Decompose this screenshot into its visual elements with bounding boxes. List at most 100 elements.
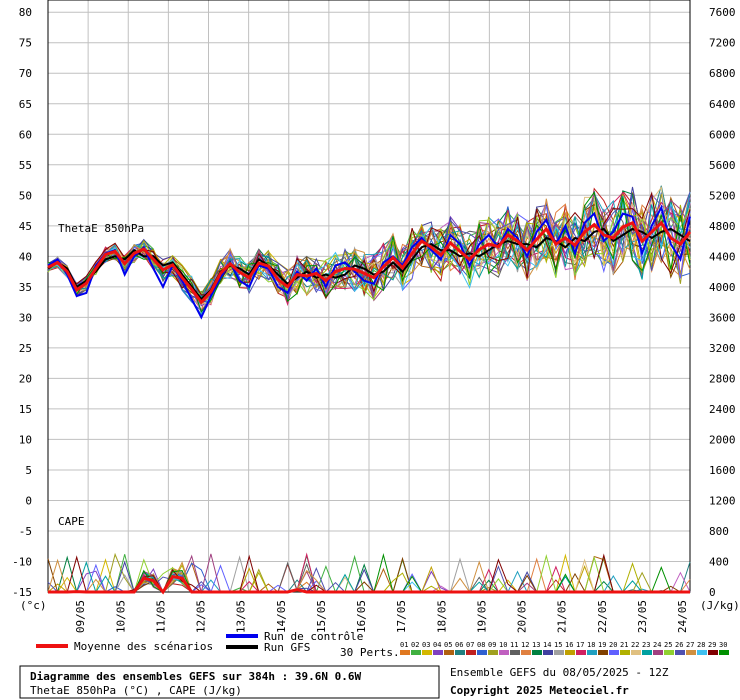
x-tick-label: 11/05 (154, 600, 167, 633)
pert-thetae-line (47, 192, 691, 301)
right-tick-label: 800 (709, 525, 729, 538)
pert-thetae-line (47, 191, 691, 316)
pert-legend-number: 11 (510, 641, 518, 649)
pert-legend-number: 28 (697, 641, 705, 649)
pert-legend-number: 07 (466, 641, 474, 649)
cape-panel-label: CAPE (58, 515, 85, 528)
pert-legend-swatch (510, 650, 520, 655)
pert-legend-swatch (466, 650, 476, 655)
right-tick-label: 6000 (709, 128, 736, 141)
right-tick-label: 5600 (709, 159, 736, 172)
pert-legend-swatch (499, 650, 509, 655)
pert-legend-number: 19 (598, 641, 606, 649)
pert-legend-number: 21 (620, 641, 628, 649)
pert-legend-swatch (400, 650, 410, 655)
pert-legend-swatch (488, 650, 498, 655)
right-tick-label: 6400 (709, 98, 736, 111)
right-tick-label: 2800 (709, 372, 736, 385)
left-tick-label: 45 (19, 220, 32, 233)
pert-legend-swatch (543, 650, 553, 655)
x-tick-label: 10/05 (114, 600, 127, 633)
right-tick-label: 3200 (709, 342, 736, 355)
legend-perts-label: 30 Perts. (340, 646, 400, 659)
x-tick-label: 20/05 (516, 600, 529, 633)
x-tick-label: 09/05 (74, 600, 87, 633)
right-tick-label: 400 (709, 555, 729, 568)
pert-legend-number: 12 (521, 641, 529, 649)
pert-legend-swatch (521, 650, 531, 655)
pert-legend-swatch (455, 650, 465, 655)
x-tick-label: 12/05 (195, 600, 208, 633)
cape-mean-line (48, 575, 690, 595)
x-tick-label: 24/05 (676, 600, 689, 633)
left-axis-unit: (°c) (20, 599, 47, 612)
pert-legend-number: 04 (433, 641, 441, 649)
thetae-gfs-line (47, 227, 691, 301)
left-tick-label: -10 (12, 555, 32, 568)
left-tick-label: 80 (19, 6, 32, 19)
thetae-control-line (47, 204, 691, 320)
right-tick-label: 3600 (709, 311, 736, 324)
footer-copyright: Copyright 2025 Meteociel.fr (450, 684, 629, 697)
pert-legend-swatch (609, 650, 619, 655)
pert-legend-number: 18 (587, 641, 595, 649)
pert-legend-number: 14 (543, 641, 551, 649)
pert-legend-swatch (554, 650, 564, 655)
x-tick-label: 14/05 (275, 600, 288, 633)
right-tick-label: 0 (709, 586, 716, 599)
pert-legend-number: 16 (565, 641, 573, 649)
pert-legend-swatch (444, 650, 454, 655)
pert-legend-number: 02 (411, 641, 419, 649)
right-tick-label: 1600 (709, 464, 736, 477)
left-tick-label: 20 (19, 372, 32, 385)
pert-legend-number: 25 (664, 641, 672, 649)
x-tick-label: 18/05 (435, 600, 448, 633)
right-tick-label: 4400 (709, 250, 736, 263)
x-tick-label: 23/05 (636, 600, 649, 633)
pert-legend-swatch (653, 650, 663, 655)
pert-legend-number: 29 (708, 641, 716, 649)
left-tick-label: 50 (19, 189, 32, 202)
right-tick-label: 2400 (709, 403, 736, 416)
left-tick-label: 0 (25, 494, 32, 507)
left-tick-label: 5 (25, 464, 32, 477)
pert-legend-number: 13 (532, 641, 540, 649)
pert-legend-swatch (477, 650, 487, 655)
pert-legend-swatch (576, 650, 586, 655)
left-tick-label: 15 (19, 403, 32, 416)
left-tick-label: -15 (12, 586, 32, 599)
thetae-mean-line (47, 220, 692, 305)
legend-mean-label: Moyenne des scénarios (74, 640, 213, 653)
x-tick-label: 17/05 (395, 600, 408, 633)
left-tick-label: 30 (19, 311, 32, 324)
left-tick-label: 55 (19, 159, 32, 172)
pert-legend-swatch (620, 650, 630, 655)
x-tick-label: 15/05 (315, 600, 328, 633)
left-tick-label: -5 (19, 525, 32, 538)
pert-legend-swatch (598, 650, 608, 655)
pert-legend-number: 03 (422, 641, 430, 649)
x-tick-label: 13/05 (235, 600, 248, 633)
pert-legend-swatch (532, 650, 542, 655)
x-tick-label: 21/05 (556, 600, 569, 633)
footer-subtitle: ThetaE 850hPa (°C) , CAPE (J/kg) (30, 684, 242, 697)
right-tick-label: 4000 (709, 281, 736, 294)
footer-ensemble: Ensemble GEFS du 08/05/2025 - 12Z (450, 666, 669, 679)
left-tick-label: 60 (19, 128, 32, 141)
left-tick-label: 25 (19, 342, 32, 355)
pert-thetae-line (47, 186, 691, 305)
right-tick-label: 5200 (709, 189, 736, 202)
footer-box (19, 665, 440, 699)
pert-legend-number: 06 (455, 641, 463, 649)
left-tick-label: 65 (19, 98, 32, 111)
pert-legend-swatch (411, 650, 421, 655)
pert-legend-number: 23 (642, 641, 650, 649)
pert-legend-swatch (686, 650, 696, 655)
legend-control-label: Run de contrôle (264, 630, 363, 643)
chart-grid (47, 0, 691, 593)
right-axis-unit: (J/kg) (700, 599, 740, 612)
thetae-panel-label: ThetaE 850hPa (58, 222, 144, 235)
legend-gfs-label: Run GFS (264, 641, 310, 654)
